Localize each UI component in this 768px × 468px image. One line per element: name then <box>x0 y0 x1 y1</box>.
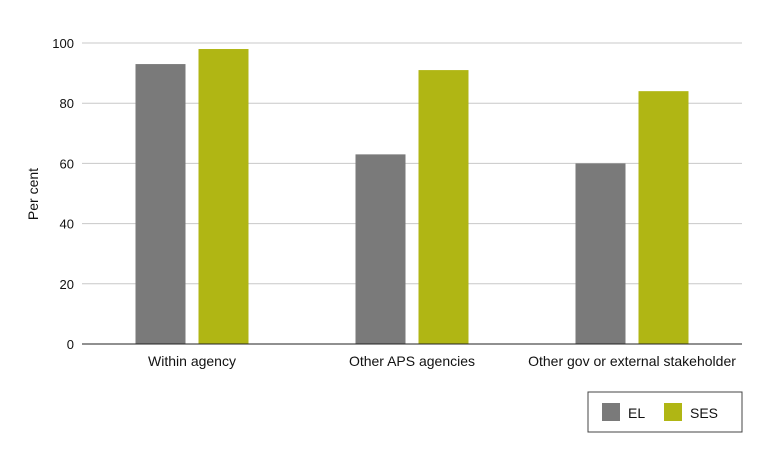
bar-el-1 <box>355 154 406 344</box>
x-category-label: Other gov or external stakeholder <box>528 353 736 369</box>
y-tick-label: 100 <box>52 36 74 51</box>
y-tick-label: 0 <box>67 337 74 352</box>
bar-ses-0 <box>198 49 249 345</box>
legend-swatch-el <box>602 403 620 421</box>
y-axis-title: Per cent <box>25 168 41 220</box>
x-category-label: Within agency <box>148 353 236 369</box>
legend-label-ses: SES <box>690 405 718 421</box>
y-tick-label: 60 <box>60 156 74 171</box>
bar-el-2 <box>575 163 626 344</box>
legend-swatch-ses <box>664 403 682 421</box>
y-tick-label: 40 <box>60 217 74 232</box>
bar-ses-1 <box>418 70 469 344</box>
x-axis-labels: Within agency Other APS agencies Other gov… <box>148 353 736 369</box>
bar-el-0 <box>135 64 186 344</box>
y-axis-ticks: 0 20 40 60 80 100 <box>52 36 74 352</box>
legend-label-el: EL <box>628 405 645 421</box>
gridlines <box>82 42 742 285</box>
bars <box>135 49 689 345</box>
bar-ses-2 <box>638 91 689 344</box>
y-tick-label: 80 <box>60 96 74 111</box>
x-category-label: Other APS agencies <box>349 353 475 369</box>
legend: EL SES <box>587 391 743 433</box>
y-tick-label: 20 <box>60 277 74 292</box>
